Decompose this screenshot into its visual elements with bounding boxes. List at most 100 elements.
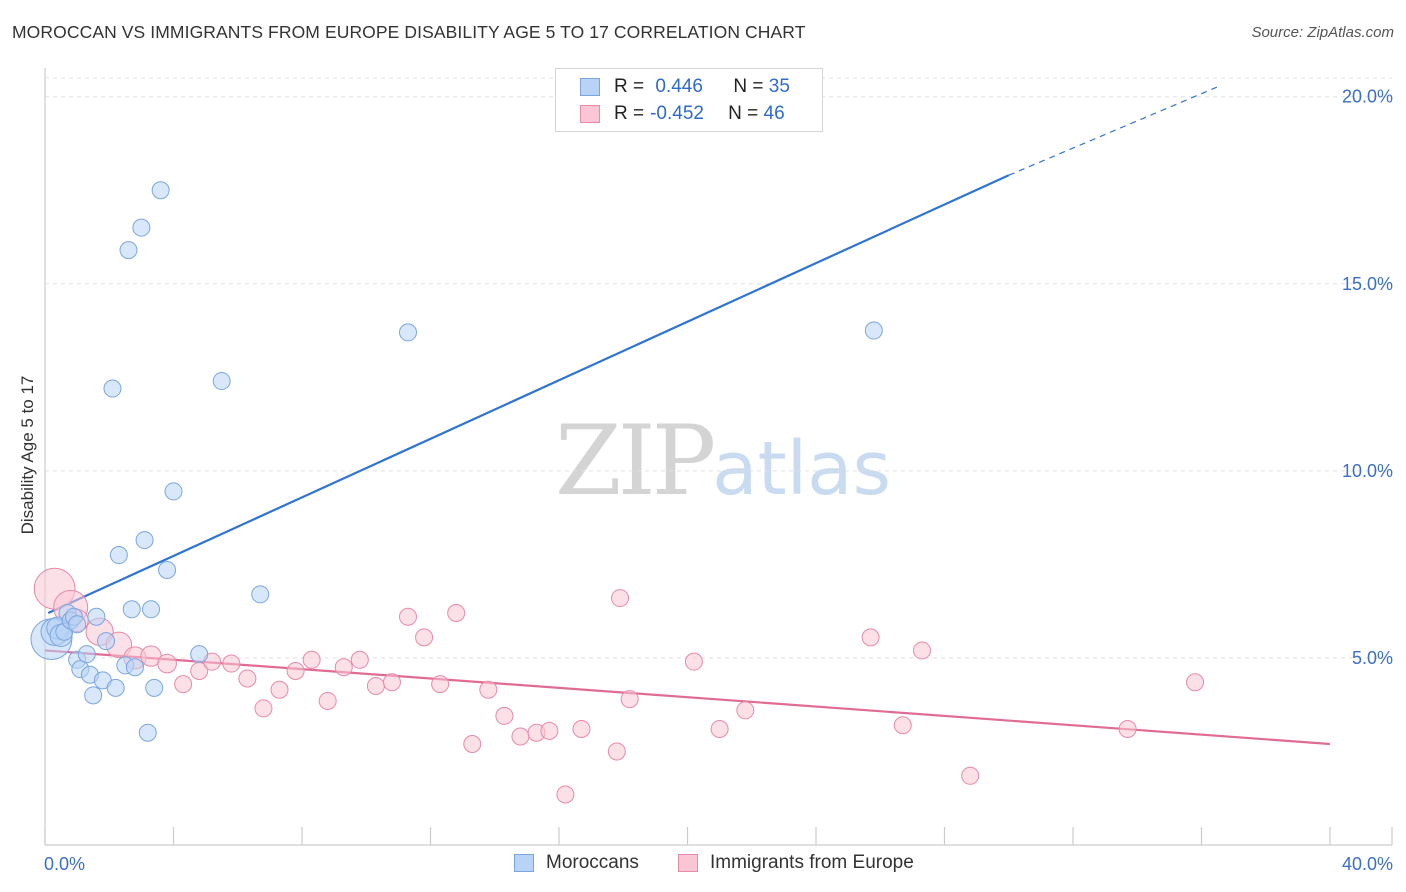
immigrant-europe-point <box>254 699 273 718</box>
series-swatch-pink <box>678 854 698 872</box>
moroccan-point <box>158 561 177 580</box>
immigrant-europe-point <box>157 653 177 674</box>
moroccan-point <box>77 645 96 664</box>
immigrant-europe-point <box>270 680 289 699</box>
moroccan-point <box>864 321 883 340</box>
immigrant-europe-point <box>479 680 498 699</box>
data-points <box>30 181 1205 804</box>
immigrant-europe-point <box>431 675 450 694</box>
legend-row-immigrants-europe: R = -0.452 N = 46 <box>580 101 785 127</box>
watermark: ZIPatlas <box>555 405 891 517</box>
tick-labels: 5.0% 10.0% 15.0% 20.0% 0.0% 40.0% <box>44 87 1393 874</box>
legend-r-label: R = <box>614 103 645 124</box>
y-axis-label: Disability Age 5 to 17 <box>18 376 37 535</box>
series-label: Immigrants from Europe <box>710 852 914 873</box>
series-swatch-blue <box>514 854 534 872</box>
moroccan-point <box>151 181 170 200</box>
correlation-legend: R = 0.446 N = 35 R = -0.452 N = 46 <box>555 68 823 132</box>
moroccan-point <box>103 379 122 398</box>
immigrant-europe-point <box>238 669 257 688</box>
legend-n-label: N = <box>733 76 764 97</box>
trend-lines <box>44 84 1331 746</box>
series-legend-immigrants-europe[interactable]: Immigrants from Europe <box>678 852 914 874</box>
immigrant-europe-point <box>556 785 575 804</box>
moroccan-point <box>122 600 141 619</box>
immigrant-europe-point <box>382 673 401 692</box>
moroccan-point <box>135 531 154 550</box>
moroccan-point <box>119 241 138 260</box>
moroccan-point <box>106 678 125 697</box>
immigrant-europe-point <box>286 662 305 681</box>
immigrant-europe-point <box>511 727 530 746</box>
immigrant-europe-point <box>913 641 932 660</box>
immigrant-europe-point <box>318 691 337 710</box>
moroccan-point <box>109 546 128 565</box>
immigrant-europe-point <box>620 690 639 709</box>
gridlines <box>45 77 1392 659</box>
immigrant-europe-point <box>710 720 729 739</box>
x-tick-label: 40.0% <box>1342 854 1393 874</box>
legend-n-value: 46 <box>763 103 785 124</box>
immigrant-europe-point <box>463 734 482 753</box>
legend-swatch-pink <box>580 105 600 123</box>
immigrant-europe-point <box>684 652 703 671</box>
moroccan-point <box>87 607 106 626</box>
immigrant-europe-point <box>222 654 241 673</box>
watermark-zip: ZIP <box>555 405 716 517</box>
axes <box>44 68 1393 846</box>
immigrant-europe-point <box>893 716 912 735</box>
immigrant-europe-point <box>611 589 630 608</box>
immigrant-europe-point <box>736 701 755 720</box>
moroccan-point <box>132 218 151 237</box>
immigrant-europe-point <box>540 721 559 740</box>
legend-r-value: -0.452 <box>650 103 704 124</box>
immigrant-europe-point <box>861 628 880 647</box>
moroccan-point <box>125 658 144 677</box>
legend-r-value: 0.446 <box>655 76 703 97</box>
moroccan-point <box>399 323 418 342</box>
y-tick-label: 15.0% <box>1342 274 1393 294</box>
source-credit: Source: ZipAtlas.com <box>1251 24 1394 41</box>
immigrant-europe-point <box>1118 720 1137 739</box>
immigrant-europe-point <box>302 650 321 669</box>
moroccan-point <box>145 678 164 697</box>
moroccan-point <box>138 723 157 742</box>
immigrant-europe-point <box>350 650 369 669</box>
legend-row-moroccans: R = 0.446 N = 35 <box>580 74 790 100</box>
legend-r-label: R = <box>614 76 645 97</box>
moroccan-point <box>84 686 103 705</box>
immigrant-europe-point <box>399 607 418 626</box>
immigrant-europe-point <box>174 675 193 694</box>
y-tick-label: 5.0% <box>1352 648 1393 668</box>
chart-title: MOROCCAN VS IMMIGRANTS FROM EUROPE DISAB… <box>12 22 806 42</box>
legend-n-value: 35 <box>768 76 790 97</box>
immigrant-europe-point <box>415 628 434 647</box>
legend-swatch-blue <box>580 78 600 96</box>
moroccan-point <box>190 645 209 664</box>
moroccan-point <box>97 632 116 651</box>
immigrant-europe-point <box>334 658 353 677</box>
moroccan-trend-extension <box>1008 84 1222 176</box>
moroccan-point <box>251 585 270 604</box>
immigrant-europe-point <box>1186 673 1205 692</box>
series-legend: Moroccans Immigrants from Europe <box>0 852 1406 878</box>
immigrant-europe-point <box>607 742 626 761</box>
y-tick-label: 20.0% <box>1342 87 1393 107</box>
series-legend-moroccans[interactable]: Moroccans <box>514 852 639 874</box>
legend-n-label: N = <box>728 103 759 124</box>
immigrant-europe-point <box>366 676 385 695</box>
moroccan-point <box>164 482 183 501</box>
moroccan-trend-line <box>47 174 1010 615</box>
immigrant-europe-point <box>495 706 514 725</box>
immigrant-europe-point <box>572 720 591 739</box>
series-label: Moroccans <box>546 852 639 873</box>
y-tick-label: 10.0% <box>1342 461 1393 481</box>
immigrant-europe-point <box>961 766 980 785</box>
watermark-atlas: atlas <box>712 426 892 512</box>
x-tick-label: 0.0% <box>44 854 85 874</box>
moroccan-point <box>212 372 231 391</box>
moroccan-point <box>142 600 161 619</box>
immigrant-europe-point <box>447 604 466 623</box>
immigrant-europe-trend-line <box>44 649 1331 746</box>
